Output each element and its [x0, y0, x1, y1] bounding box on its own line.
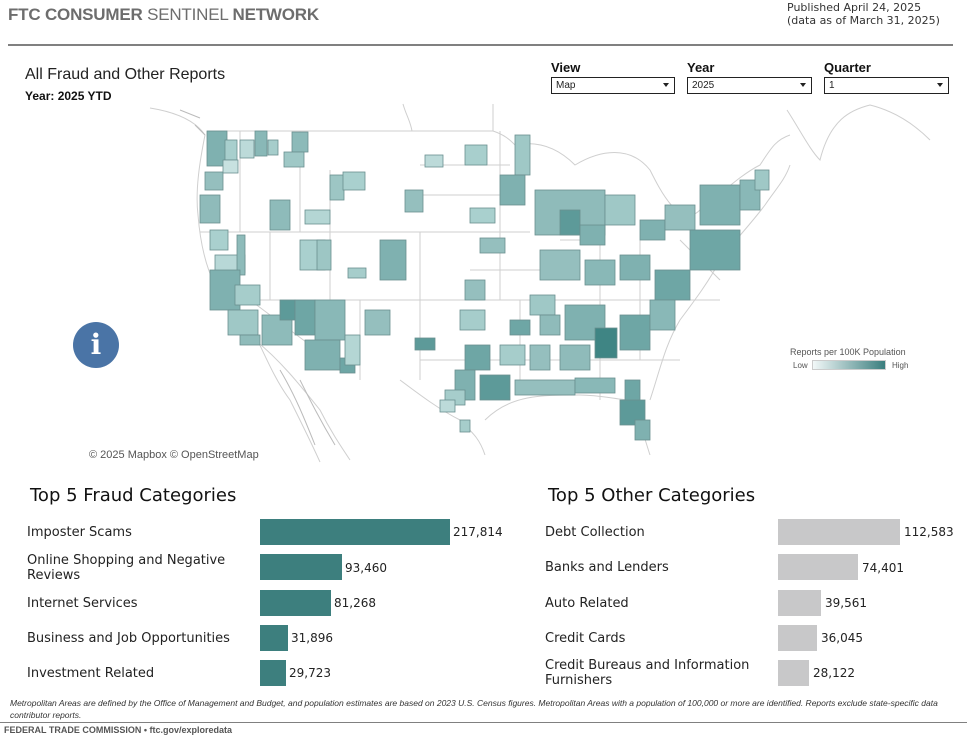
fraud-category-label: Internet Services — [27, 596, 138, 611]
info-button[interactable]: i — [73, 322, 119, 368]
chevron-down-icon — [663, 83, 669, 87]
fraud-bar-value: 29,723 — [289, 666, 331, 680]
chevron-down-icon — [800, 83, 806, 87]
other-bar-value: 39,561 — [825, 596, 867, 610]
fraud-bar-value: 217,814 — [453, 525, 503, 539]
other-section-title: Top 5 Other Categories — [548, 485, 756, 506]
fraud-bar[interactable] — [260, 660, 286, 686]
fraud-section-title: Top 5 Fraud Categories — [30, 485, 237, 506]
other-bar-value: 112,583 — [904, 525, 954, 539]
footnote: Metropolitan Areas are defined by the Of… — [10, 698, 938, 720]
fraud-bar[interactable] — [260, 554, 342, 580]
legend-low-label: Low — [793, 361, 808, 370]
data-as-of-date: (data as of March 31, 2025) — [787, 14, 940, 27]
header-divider — [8, 44, 953, 46]
view-filter-label: View — [551, 60, 581, 75]
fraud-category-label: Business and Job Opportunities — [27, 631, 230, 646]
legend-gradient-bar — [812, 360, 886, 370]
view-dropdown[interactable]: Map — [551, 77, 675, 94]
report-subtitle: Year: 2025 YTD — [25, 89, 112, 103]
quarter-dropdown-value: 1 — [829, 80, 835, 91]
fraud-category-label: Online Shopping and Negative Reviews — [27, 553, 226, 583]
fraud-bar-value: 81,268 — [334, 596, 376, 610]
year-filter-label: Year — [687, 60, 715, 75]
brand-part-ftc-consumer: FTC CONSUMER — [8, 5, 148, 24]
other-bar[interactable] — [778, 660, 809, 686]
fraud-category-label: Investment Related — [27, 666, 155, 681]
other-bar[interactable] — [778, 519, 900, 545]
us-metro-choropleth-map[interactable] — [88, 102, 948, 464]
fraud-bar[interactable] — [260, 625, 288, 651]
fraud-bar-value: 31,896 — [291, 631, 333, 645]
year-dropdown[interactable]: 2025 — [687, 77, 812, 94]
year-dropdown-value: 2025 — [692, 80, 715, 91]
other-bar-value: 28,122 — [813, 666, 855, 680]
brand-part-sentinel: SENTINEL — [147, 5, 233, 24]
legend-title: Reports per 100K Population — [790, 347, 906, 357]
fraud-bar[interactable] — [260, 519, 450, 545]
quarter-filter-label: Quarter — [824, 60, 871, 75]
quarter-dropdown[interactable]: 1 — [824, 77, 949, 94]
other-category-label: Credit Bureaus and Information Furnisher… — [545, 658, 750, 688]
other-category-label: Credit Cards — [545, 631, 626, 646]
other-bar-value: 74,401 — [862, 561, 904, 575]
fraud-bar-value: 93,460 — [345, 561, 387, 575]
legend-high-label: High — [892, 361, 909, 370]
report-title: All Fraud and Other Reports — [25, 66, 226, 83]
other-bar[interactable] — [778, 554, 858, 580]
other-category-label: Auto Related — [545, 596, 629, 611]
chevron-down-icon — [937, 83, 943, 87]
footer-link[interactable]: FEDERAL TRADE COMMISSION • ftc.gov/explo… — [4, 725, 233, 735]
other-bar[interactable] — [778, 590, 821, 616]
brand-part-network: NETWORK — [232, 5, 320, 24]
published-date: Published April 24, 2025 — [787, 1, 922, 14]
other-bar[interactable] — [778, 625, 817, 651]
other-category-label: Banks and Lenders — [545, 560, 669, 575]
info-icon: i — [90, 328, 102, 361]
brand-title: FTC CONSUMER SENTINEL NETWORK — [8, 5, 319, 25]
view-dropdown-value: Map — [556, 80, 576, 91]
map-attribution[interactable]: © 2025 Mapbox © OpenStreetMap — [89, 449, 259, 461]
footer-divider — [0, 722, 967, 723]
fraud-bar[interactable] — [260, 590, 331, 616]
other-bar-value: 36,045 — [821, 631, 863, 645]
fraud-category-label: Imposter Scams — [27, 525, 132, 540]
other-category-label: Debt Collection — [545, 525, 645, 540]
published-info: Published April 24, 2025 (data as of Mar… — [787, 1, 940, 27]
